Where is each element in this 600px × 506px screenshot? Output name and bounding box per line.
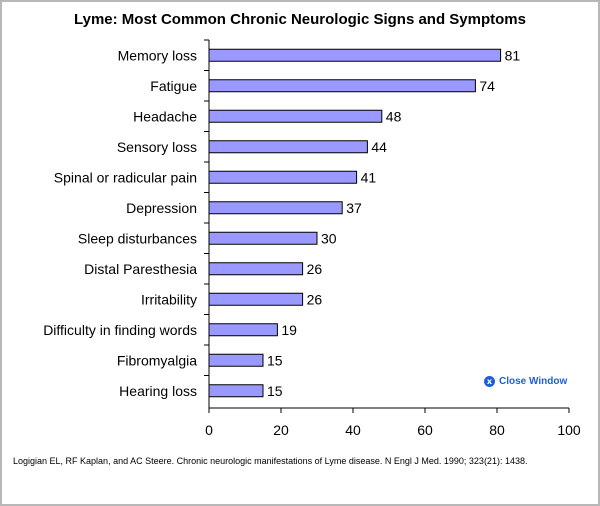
x-tick-label: 0: [205, 422, 213, 438]
category-label: Spinal or radicular pain: [54, 169, 197, 185]
data-label: 37: [346, 200, 362, 216]
close-window-button[interactable]: x Close Window: [484, 376, 567, 387]
x-tick-label: 100: [557, 422, 581, 438]
data-label: 26: [307, 291, 323, 307]
bar: [208, 170, 358, 184]
bar: [208, 292, 304, 306]
category-label: Fibromyalgia: [117, 352, 197, 368]
data-label: 19: [281, 322, 297, 338]
x-tick-label: 80: [489, 422, 505, 438]
category-label: Irritability: [141, 291, 197, 307]
data-label: 30: [321, 230, 337, 246]
category-label: Memory loss: [118, 47, 197, 63]
data-label: 15: [267, 352, 283, 368]
data-label: 44: [371, 139, 387, 155]
x-tick-label: 40: [345, 422, 361, 438]
bar-chart: Memory loss 81 Fatigue 74 Headache 48 Sensory …: [43, 39, 581, 438]
category-label: Depression: [126, 200, 197, 216]
category-label: Sensory loss: [117, 139, 197, 155]
x-tick-label: 20: [273, 422, 289, 438]
bar: [208, 48, 502, 62]
citation: Logigian EL, RF Kaplan, and AC Steere. C…: [13, 456, 528, 466]
category-label: Fatigue: [150, 78, 197, 94]
data-label: 41: [361, 169, 377, 185]
category-label: Difficulty in finding words: [43, 322, 197, 338]
data-label: 15: [267, 383, 283, 399]
close-window-label: Close Window: [499, 376, 568, 387]
data-label: 26: [307, 261, 323, 277]
data-label: 74: [479, 78, 495, 94]
close-icon: x: [484, 376, 495, 387]
bar: [208, 262, 304, 276]
bar: [208, 109, 383, 123]
bar: [208, 201, 343, 215]
bar: [208, 353, 264, 367]
bar: [208, 140, 368, 154]
data-label: 81: [505, 47, 521, 63]
category-label: Sleep disturbances: [78, 230, 197, 246]
bar: [208, 323, 278, 337]
category-label: Hearing loss: [119, 383, 197, 399]
chart-title: Lyme: Most Common Chronic Neurologic Sig…: [74, 11, 526, 28]
bar: [208, 79, 476, 93]
category-label: Headache: [133, 108, 197, 124]
x-tick-label: 60: [417, 422, 433, 438]
data-label: 48: [386, 108, 402, 124]
bar: [208, 231, 318, 245]
bar: [208, 384, 264, 398]
category-label: Distal Paresthesia: [84, 261, 197, 277]
